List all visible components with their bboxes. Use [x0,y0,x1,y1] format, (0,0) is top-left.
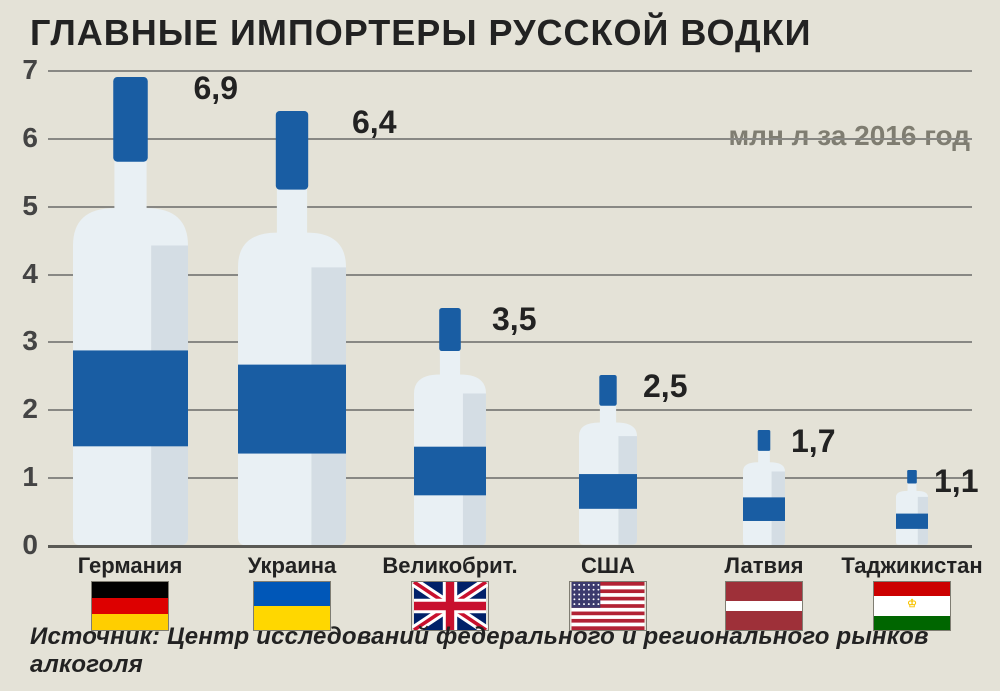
value-label: 1,1 [934,463,978,500]
chart-area: 012345676,9Германия6,4Украина3,5Великобр… [0,60,1000,620]
value-label: 2,5 [643,368,687,405]
bar-slot: 1,1Таджикистан♔ [837,60,987,620]
country-label: Украина [217,553,367,579]
country-label: Таджикистан [837,553,987,579]
bottle-bar [896,470,928,545]
bar-slot: 2,5США [533,60,683,620]
bottle-bar [73,77,188,545]
chart-title: Главные импортеры русской водки [30,12,811,54]
country-label: Латвия [689,553,839,579]
country-label: Великобрит. [375,553,525,579]
bottle-bar [579,375,637,545]
bar-slot: 6,9Германия [55,60,205,620]
y-tick-label: 5 [10,190,38,222]
bottle-bar [414,308,486,545]
y-tick-label: 6 [10,122,38,154]
y-tick-label: 4 [10,258,38,290]
bottle-bar [743,430,785,545]
y-tick-label: 2 [10,393,38,425]
bar-slot: 6,4Украина [217,60,367,620]
country-label: Германия [55,553,205,579]
bottle-bar [238,111,346,545]
y-tick-label: 7 [10,54,38,86]
country-label: США [533,553,683,579]
y-tick-label: 0 [10,529,38,561]
y-tick-label: 3 [10,325,38,357]
bar-slot: 1,7 Латвия [689,60,839,620]
y-tick-label: 1 [10,461,38,493]
value-label: 3,5 [492,301,536,338]
bar-slot: 3,5Великобрит. [375,60,525,620]
value-label: 1,7 [791,423,835,460]
source-line: Источник: Центр исследований федеральног… [30,623,1000,679]
